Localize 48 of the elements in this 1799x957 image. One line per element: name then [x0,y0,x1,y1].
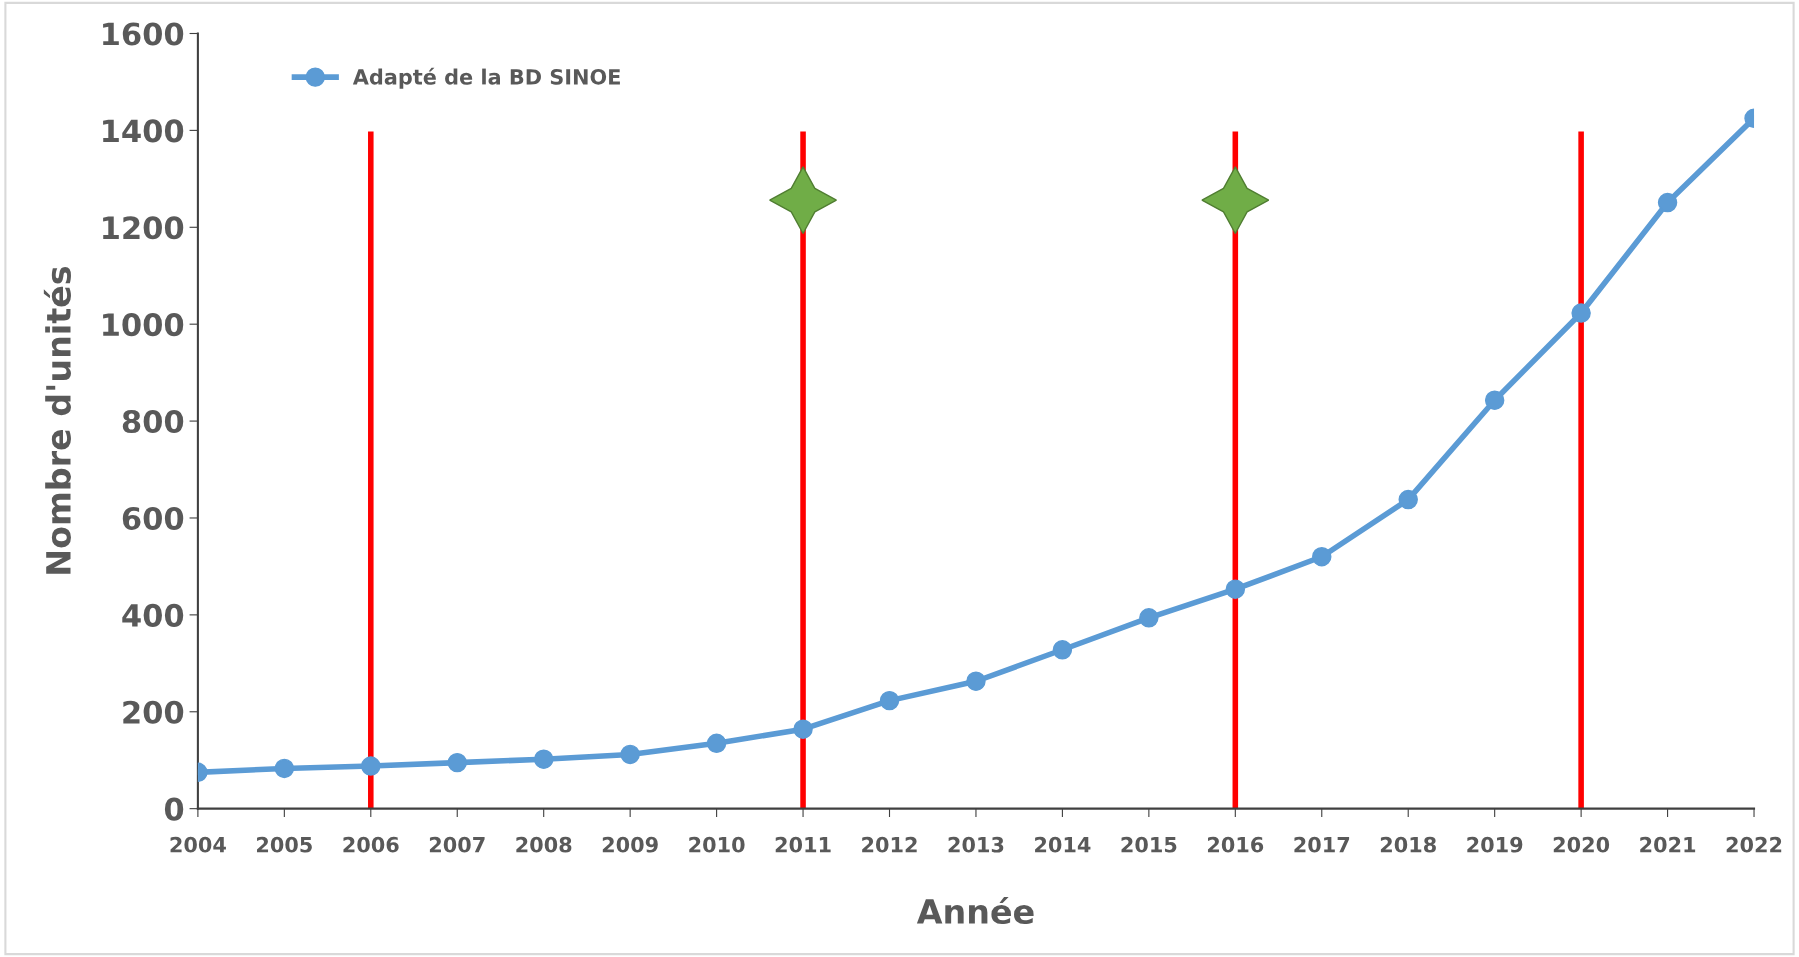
x-tick-label: 2020 [1553,836,1610,853]
point [1398,489,1418,510]
point [1657,192,1678,213]
point [793,719,813,739]
point [361,756,381,776]
y-tick-label: 400 [122,603,184,627]
x-tick-label: 2011 [775,836,831,853]
y-tick-label: 1600 [103,22,184,46]
y-tick-label: 200 [123,700,184,724]
x-axis-title: Année [916,896,1034,925]
point [706,733,727,753]
point [879,690,900,711]
x-tick-label: 2021 [1640,836,1696,853]
y-tick-label: 0 [164,797,184,821]
y-tick-label: 800 [122,410,184,434]
x-tick-label: 2004 [170,836,226,853]
y-tick-label: 1000 [103,313,184,337]
x-tick-label: 2019 [1467,836,1523,853]
point [274,758,295,779]
point [1312,547,1332,567]
y-axis-title: Nombre d'unités [43,266,71,574]
x-tick-label: 2022 [1726,836,1782,853]
x-tick-label: 2012 [862,836,917,853]
x-tick-label: 2006 [343,836,399,853]
point [1052,640,1073,660]
y-tick-label: 1400 [103,119,184,143]
x-tick-label: 2008 [516,836,572,853]
x-tick-label: 2005 [257,836,312,853]
x-tick-label: 2010 [689,836,745,853]
y-tick-label: 600 [122,506,184,531]
legend-label: Adapté de la BD SINOE [352,67,620,89]
x-tick-label: 2016 [1207,836,1264,853]
x-tick-label: 2013 [948,836,1004,853]
point [620,744,640,765]
x-tick-label: 2009 [602,836,658,853]
point [533,749,554,769]
point [1484,390,1505,410]
point [966,671,986,691]
x-tick-label: 2007 [429,836,485,853]
point [1225,579,1246,599]
point [1571,303,1591,323]
y-tick-label: 1200 [103,216,184,240]
x-tick-label: 2014 [1035,836,1091,853]
point [1139,608,1159,628]
point [447,752,467,773]
x-tick-label: 2015 [1121,836,1177,853]
x-tick-label: 2018 [1380,836,1436,853]
x-tick-label: 2017 [1294,836,1350,853]
